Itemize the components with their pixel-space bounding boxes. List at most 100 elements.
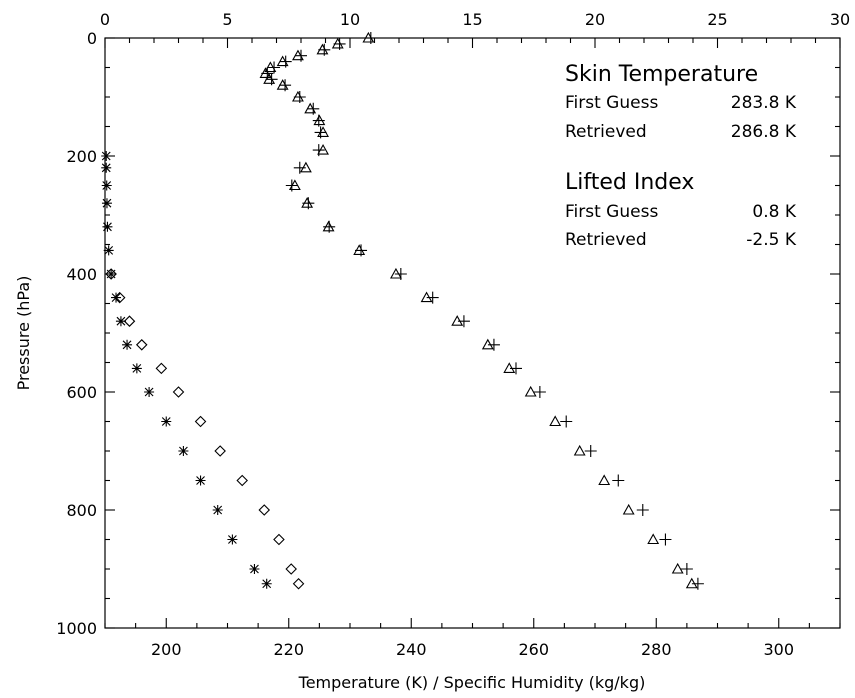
first-guess-humidity-point: [155, 362, 168, 375]
y-axis-title: Pressure (hPa): [14, 276, 33, 391]
retrieved-temperature-point: [612, 474, 625, 487]
retrieved-humidity-point: [101, 151, 112, 161]
retrieved-temperature-point: [364, 32, 377, 44]
first-guess-humidity-point: [258, 504, 271, 516]
li-retrieved-value: -2.5 K: [746, 230, 797, 250]
first-guess-humidity-point: [172, 386, 185, 398]
retrieved-temperature-point: [302, 197, 315, 210]
skin-first-guess-label: First Guess: [565, 93, 658, 113]
x-bottom-tick-label: 240: [396, 640, 427, 659]
first-guess-humidity-point: [123, 315, 136, 327]
retrieved-temperature-point: [268, 61, 281, 74]
retrieved-humidity-point: [111, 292, 122, 303]
retrieved-temperature-point: [318, 43, 331, 56]
lifted-index-title: Lifted Index: [565, 170, 694, 195]
first-guess-humidity-point: [285, 563, 297, 575]
retrieved-temperature-point: [394, 268, 407, 280]
first-guess-temperature-point: [671, 562, 684, 574]
first-guess-temperature-point: [549, 415, 562, 427]
retrieved-temperature-point: [659, 533, 672, 546]
retrieved-temperature-point: [355, 244, 368, 257]
retrieved-humidity-point: [115, 316, 126, 327]
retrieved-temperature-point: [323, 220, 336, 233]
retrieved-temperature-point: [487, 338, 500, 351]
x-bottom-tick-label: 200: [151, 640, 182, 659]
lifted-index-annotation: Lifted Index First Guess 0.8 K Retrieved…: [565, 170, 797, 250]
retrieved-humidity-point: [144, 387, 155, 397]
x-top-tick-label: 10: [340, 10, 360, 29]
retrieved-temperature-point: [293, 161, 306, 174]
retrieved-humidity-point: [122, 339, 133, 350]
skin-retrieved-label: Retrieved: [565, 122, 647, 142]
retrieved-humidity-point: [106, 269, 117, 279]
retrieved-humidity-point: [227, 534, 238, 545]
retrieved-humidity-point: [131, 363, 142, 374]
retrieved-humidity-point: [161, 416, 172, 427]
first-guess-temperature-point: [622, 503, 635, 515]
retrieved-temperature-point: [265, 73, 278, 86]
y-tick-label: 600: [66, 383, 97, 402]
x-top-tick-label: 20: [585, 10, 605, 29]
x-top-tick-label: 25: [707, 10, 727, 29]
li-retrieved-label: Retrieved: [565, 230, 647, 250]
x-bottom-tick-label: 300: [763, 640, 794, 659]
first-guess-humidity-point: [135, 339, 148, 351]
retrieved-humidity-point: [178, 446, 189, 456]
x-bottom-tick-label: 280: [641, 640, 672, 659]
li-first-guess-label: First Guess: [565, 202, 658, 222]
retrieved-temperature-point: [509, 362, 522, 375]
retrieved-temperature-point: [584, 445, 597, 457]
skin-retrieved-value: 286.8 K: [731, 122, 797, 142]
retrieved-temperature-point: [279, 79, 292, 92]
first-guess-humidity-point: [214, 445, 226, 457]
retrieved-temperature-point: [680, 563, 693, 575]
retrieved-temperature-point: [279, 55, 292, 68]
retrieved-humidity-point: [249, 564, 260, 574]
x-top-tick-label: 30: [830, 10, 850, 29]
first-guess-humidity-point: [194, 415, 207, 428]
retrieved-temperature-point: [295, 49, 307, 62]
first-guess-humidity-point: [292, 577, 305, 590]
retrieved-humidity-point: [101, 162, 112, 173]
y-tick-label: 200: [66, 147, 97, 166]
retrieved-temperature-point: [285, 179, 298, 192]
retrieved-temperature-point: [312, 114, 325, 127]
retrieved-temperature-point: [333, 37, 346, 50]
y-tick-label: 0: [87, 29, 97, 48]
data-marks: [101, 31, 704, 590]
x-top-tick-label: 15: [462, 10, 482, 29]
y-tick-label: 800: [66, 501, 97, 520]
retrieved-temperature-point: [560, 415, 573, 428]
retrieved-temperature-point: [691, 577, 704, 590]
first-guess-humidity-point: [236, 474, 248, 487]
retrieved-temperature-point: [636, 504, 649, 516]
x-top-tick-label: 0: [100, 10, 110, 29]
skin-temperature-title: Skin Temperature: [565, 62, 758, 87]
li-first-guess-value: 0.8 K: [752, 202, 796, 222]
retrieved-temperature-point: [533, 386, 546, 398]
retrieved-humidity-point: [101, 198, 112, 209]
first-guess-temperature-point: [598, 474, 611, 486]
y-tick-label: 1000: [56, 619, 97, 638]
skin-temperature-annotation: Skin Temperature First Guess 283.8 K Ret…: [565, 62, 797, 142]
retrieved-temperature-point: [312, 144, 325, 157]
retrieved-humidity-point: [103, 245, 114, 256]
x-top-tick-label: 5: [222, 10, 232, 29]
first-guess-temperature-point: [647, 533, 660, 545]
x-axis-title: Temperature (K) / Specific Humidity (kg/…: [298, 673, 646, 692]
retrieved-temperature-point: [457, 315, 470, 328]
plot-frame: [104, 37, 841, 629]
first-guess-temperature-point: [573, 444, 586, 456]
first-guess-humidity-point: [105, 268, 117, 280]
x-bottom-tick-label: 220: [273, 640, 304, 659]
retrieved-temperature-point: [307, 102, 320, 115]
first-guess-temperature-point: [524, 385, 537, 397]
x-bottom-tick-label: 260: [518, 640, 549, 659]
first-guess-humidity-point: [113, 291, 126, 304]
retrieved-humidity-point: [261, 578, 272, 589]
retrieved-temperature-point: [314, 126, 327, 139]
axis-ticks: [104, 37, 841, 629]
y-tick-label: 400: [66, 265, 97, 284]
